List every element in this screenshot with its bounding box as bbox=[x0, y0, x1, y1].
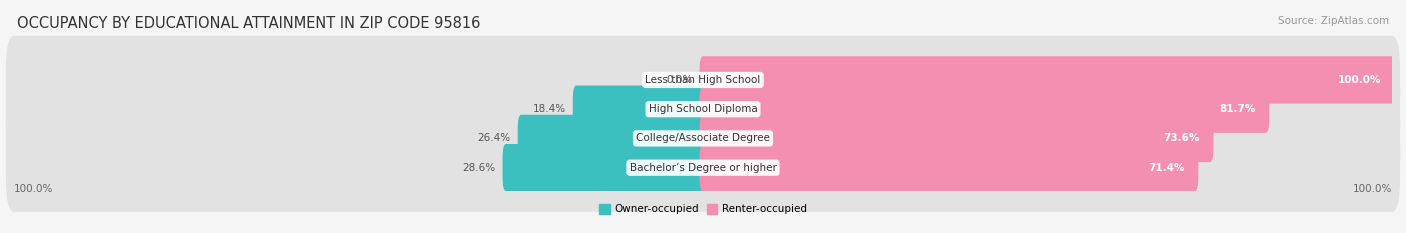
Text: 26.4%: 26.4% bbox=[478, 134, 510, 144]
Text: 100.0%: 100.0% bbox=[1339, 75, 1382, 85]
FancyBboxPatch shape bbox=[700, 144, 1198, 191]
FancyBboxPatch shape bbox=[6, 94, 1400, 183]
FancyBboxPatch shape bbox=[700, 86, 1270, 133]
Text: Source: ZipAtlas.com: Source: ZipAtlas.com bbox=[1278, 16, 1389, 26]
FancyBboxPatch shape bbox=[700, 115, 1213, 162]
Text: College/Associate Degree: College/Associate Degree bbox=[636, 134, 770, 144]
Text: 100.0%: 100.0% bbox=[14, 184, 53, 194]
FancyBboxPatch shape bbox=[572, 86, 706, 133]
Text: 100.0%: 100.0% bbox=[1353, 184, 1392, 194]
Text: 0.0%: 0.0% bbox=[666, 75, 693, 85]
FancyBboxPatch shape bbox=[6, 65, 1400, 153]
FancyBboxPatch shape bbox=[700, 56, 1395, 104]
Text: 81.7%: 81.7% bbox=[1219, 104, 1256, 114]
Text: Less than High School: Less than High School bbox=[645, 75, 761, 85]
Text: 18.4%: 18.4% bbox=[533, 104, 565, 114]
Text: 73.6%: 73.6% bbox=[1163, 134, 1199, 144]
Legend: Owner-occupied, Renter-occupied: Owner-occupied, Renter-occupied bbox=[595, 200, 811, 219]
FancyBboxPatch shape bbox=[517, 115, 706, 162]
Text: Bachelor’s Degree or higher: Bachelor’s Degree or higher bbox=[630, 163, 776, 173]
Text: 71.4%: 71.4% bbox=[1149, 163, 1185, 173]
FancyBboxPatch shape bbox=[502, 144, 706, 191]
FancyBboxPatch shape bbox=[6, 123, 1400, 212]
Text: OCCUPANCY BY EDUCATIONAL ATTAINMENT IN ZIP CODE 95816: OCCUPANCY BY EDUCATIONAL ATTAINMENT IN Z… bbox=[17, 16, 481, 31]
Text: High School Diploma: High School Diploma bbox=[648, 104, 758, 114]
FancyBboxPatch shape bbox=[6, 36, 1400, 124]
Text: 28.6%: 28.6% bbox=[463, 163, 496, 173]
